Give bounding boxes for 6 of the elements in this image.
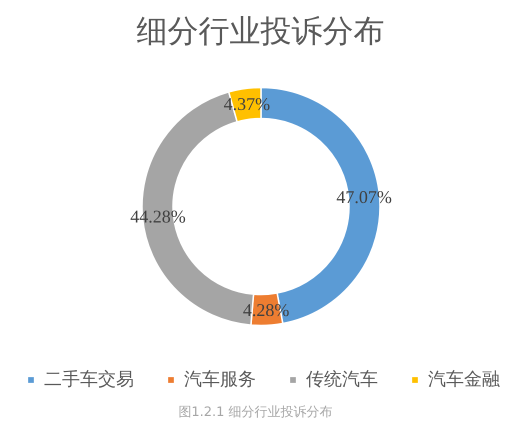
caption: 图1.2.1 细分行业投诉分布 (178, 405, 333, 420)
legend-label: 汽车金融 (428, 368, 500, 391)
legend-label: 传统汽车 (306, 368, 378, 391)
legend-label: 二手车交易 (44, 368, 134, 391)
chart-title: 细分行业投诉分布 (136, 14, 384, 50)
legend-label: 汽车服务 (184, 368, 256, 391)
